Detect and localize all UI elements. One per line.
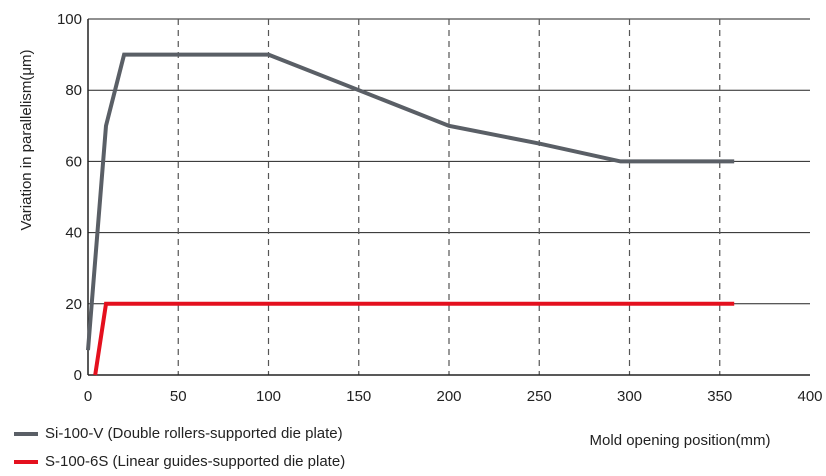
y-tick-label: 60 xyxy=(65,153,82,170)
y-tick-label: 20 xyxy=(65,296,82,313)
legend-item-si-100-v: Si-100-V (Double rollers-supported die p… xyxy=(14,420,345,448)
x-tick-label: 100 xyxy=(256,388,281,405)
y-tick-label: 0 xyxy=(74,367,82,384)
legend: Si-100-V (Double rollers-supported die p… xyxy=(14,420,345,476)
x-tick-label: 300 xyxy=(617,388,642,405)
x-tick-label: 350 xyxy=(707,388,732,405)
x-tick-label: 400 xyxy=(797,388,822,405)
x-tick-label: 200 xyxy=(436,388,461,405)
legend-label: S-100-6S (Linear guides-supported die pl… xyxy=(45,453,346,470)
series-lines xyxy=(86,52,735,376)
x-tick-label: 0 xyxy=(84,388,92,405)
axes xyxy=(87,19,810,376)
x-axis-title: Mold opening position(mm) xyxy=(590,432,771,449)
x-tick-label: 250 xyxy=(527,388,552,405)
x-tick-label: 50 xyxy=(170,388,187,405)
legend-swatch-gray xyxy=(14,432,38,436)
legend-label: Si-100-V (Double rollers-supported die p… xyxy=(45,425,343,442)
legend-swatch-red xyxy=(14,460,38,464)
series-line-2 xyxy=(93,301,735,376)
legend-item-s-100-6s: S-100-6S (Linear guides-supported die pl… xyxy=(14,448,345,476)
y-tick-label: 80 xyxy=(65,82,82,99)
tick-labels: 0 50 100 150 200 250 300 350 400 0 20 40 60 80 100 xyxy=(57,11,823,405)
y-tick-label: 100 xyxy=(57,11,82,28)
grid-lines xyxy=(88,18,810,375)
y-axis-title: Variation in parallelism(μm) xyxy=(18,50,35,231)
x-tick-label: 150 xyxy=(346,388,371,405)
y-tick-label: 40 xyxy=(65,225,82,242)
series-line-1 xyxy=(86,52,735,351)
